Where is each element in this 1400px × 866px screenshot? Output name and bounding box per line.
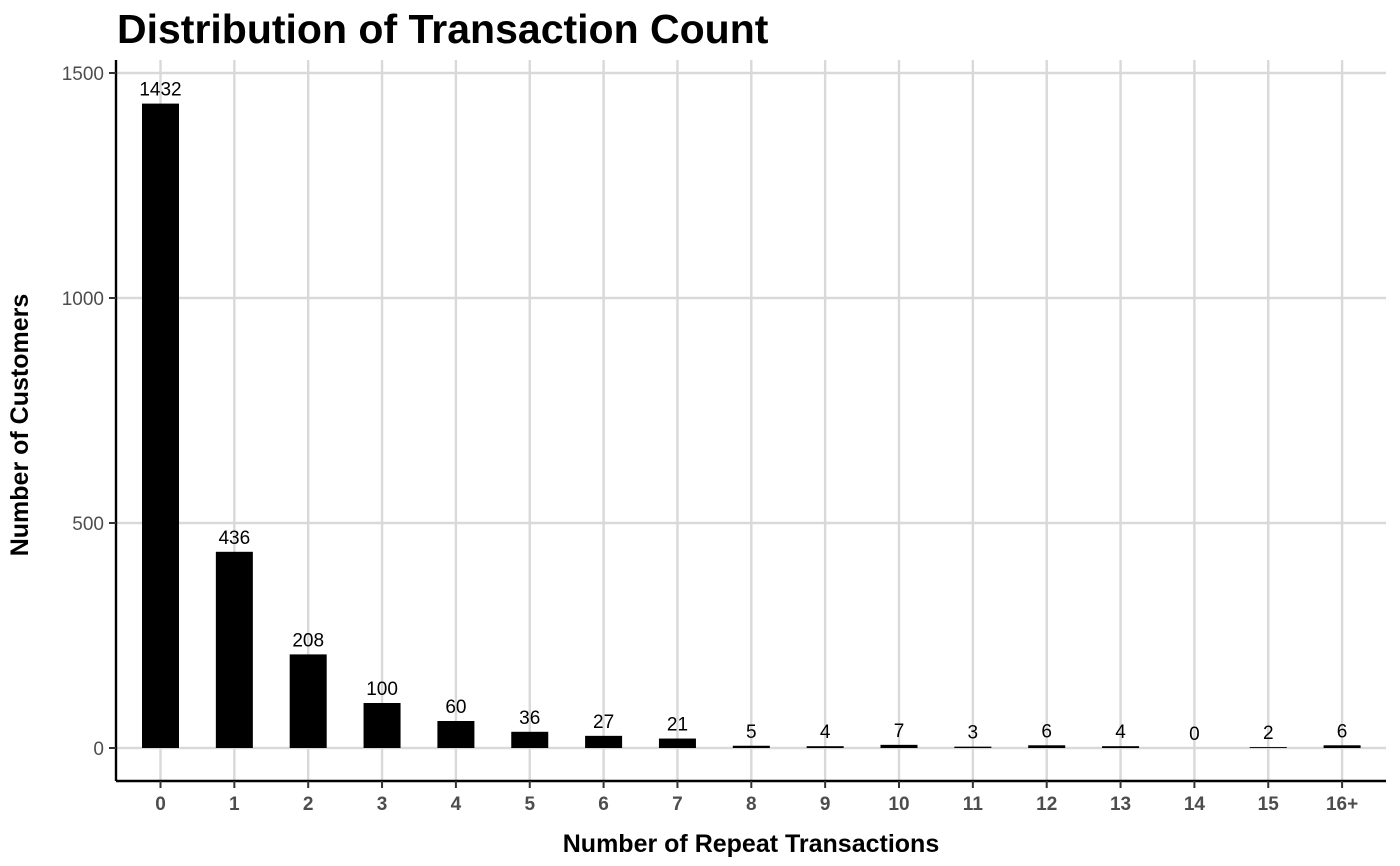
x-tick-label: 12 <box>1036 794 1057 815</box>
data-label: 36 <box>519 708 540 729</box>
bar-0 <box>142 103 179 749</box>
bar-8 <box>732 745 770 748</box>
x-tick-label: 2 <box>303 794 314 815</box>
x-tick-label: 16+ <box>1326 794 1358 815</box>
y-tick-label: 500 <box>72 514 104 535</box>
data-label: 21 <box>667 715 688 736</box>
bar-11 <box>954 746 992 748</box>
data-label: 27 <box>593 712 614 733</box>
x-tick-label: 0 <box>155 794 166 815</box>
bar-13 <box>1102 746 1140 748</box>
bar-7 <box>658 738 696 748</box>
y-tick-label: 1500 <box>62 64 104 85</box>
x-axis-title: Number of Repeat Transactions <box>563 830 939 858</box>
bar-1 <box>215 551 253 748</box>
x-tick-label: 5 <box>524 794 535 815</box>
data-label: 5 <box>746 722 757 743</box>
x-tick-label: 3 <box>377 794 388 815</box>
data-label: 0 <box>1189 724 1200 745</box>
grid-layer <box>116 60 1386 781</box>
bar-9 <box>806 746 844 748</box>
bar-2 <box>289 654 327 748</box>
data-label: 60 <box>445 697 466 718</box>
data-label: 2 <box>1263 723 1274 744</box>
x-tick-label: 6 <box>598 794 609 815</box>
y-axis-title: Number of Customers <box>6 294 34 557</box>
bar-10 <box>880 744 918 748</box>
x-tick-label: 9 <box>820 794 831 815</box>
bar-4 <box>437 721 475 748</box>
bar-6 <box>585 735 623 748</box>
data-label: 436 <box>218 528 250 549</box>
bar-layer <box>142 103 1361 749</box>
bar-15 <box>1249 747 1287 748</box>
data-label: 7 <box>894 721 905 742</box>
x-tick-label: 1 <box>229 794 240 815</box>
x-tick-label: 11 <box>963 794 984 815</box>
data-label: 208 <box>292 630 324 651</box>
bar-12 <box>1028 745 1066 748</box>
bar-3 <box>363 703 401 748</box>
data-label: 3 <box>968 723 979 744</box>
data-label: 4 <box>820 722 831 743</box>
chart-title: Distribution of Transaction Count <box>117 6 769 52</box>
data-label: 6 <box>1337 721 1348 742</box>
bar-5 <box>511 731 549 748</box>
data-label: 100 <box>366 679 398 700</box>
x-tick-label: 14 <box>1184 794 1206 815</box>
x-tick-label: 13 <box>1110 794 1131 815</box>
x-tick-label: 4 <box>451 794 462 815</box>
x-tick-label: 8 <box>746 794 757 815</box>
data-label: 4 <box>1115 722 1126 743</box>
bar-16plus <box>1323 745 1361 748</box>
y-tick-label: 1000 <box>62 289 104 310</box>
data-label: 6 <box>1041 721 1052 742</box>
y-tick-label: 0 <box>93 739 104 760</box>
data-label: 1432 <box>139 80 181 101</box>
x-tick-label: 10 <box>888 794 909 815</box>
x-tick-label: 7 <box>672 794 683 815</box>
x-tick-label: 15 <box>1258 794 1280 815</box>
